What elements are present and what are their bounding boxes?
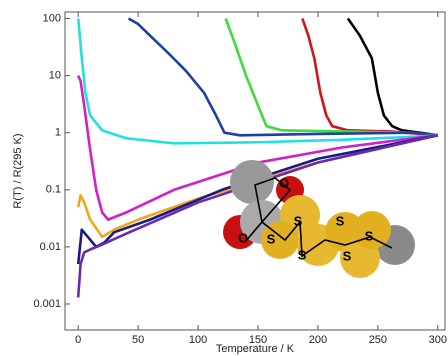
- atom-label: S: [294, 213, 303, 228]
- y-tick-label: 1: [55, 127, 61, 139]
- data-line: [302, 19, 437, 136]
- x-tick-label: 100: [189, 334, 207, 346]
- atom-label: S: [365, 228, 374, 243]
- atom-label: S: [343, 248, 352, 263]
- chart: 0501001502002503001001010.10.010.001Temp…: [0, 0, 448, 356]
- y-tick-label: 0.001: [33, 298, 61, 310]
- x-tick-label: 50: [132, 334, 144, 346]
- atom-label: O: [238, 230, 248, 245]
- y-axis-label: R(T) / R(295 K): [12, 133, 24, 208]
- y-tick-label: 0.1: [46, 184, 61, 196]
- data-line: [348, 19, 438, 136]
- x-tick-label: 300: [429, 334, 447, 346]
- y-tick-label: 10: [49, 70, 61, 82]
- x-tick-label: 0: [75, 334, 81, 346]
- atom-label: O: [279, 175, 289, 190]
- atom-label: S: [336, 213, 345, 228]
- x-tick-label: 250: [369, 334, 387, 346]
- atom-label: S: [298, 247, 307, 262]
- data-line: [78, 19, 438, 144]
- data-line: [226, 19, 438, 136]
- atom-label: S: [267, 231, 276, 246]
- y-tick-label: 0.01: [40, 241, 61, 253]
- data-line: [129, 19, 438, 136]
- x-tick-label: 200: [309, 334, 327, 346]
- y-tick-label: 100: [43, 12, 61, 24]
- x-axis-label: Temperature / K: [216, 343, 295, 355]
